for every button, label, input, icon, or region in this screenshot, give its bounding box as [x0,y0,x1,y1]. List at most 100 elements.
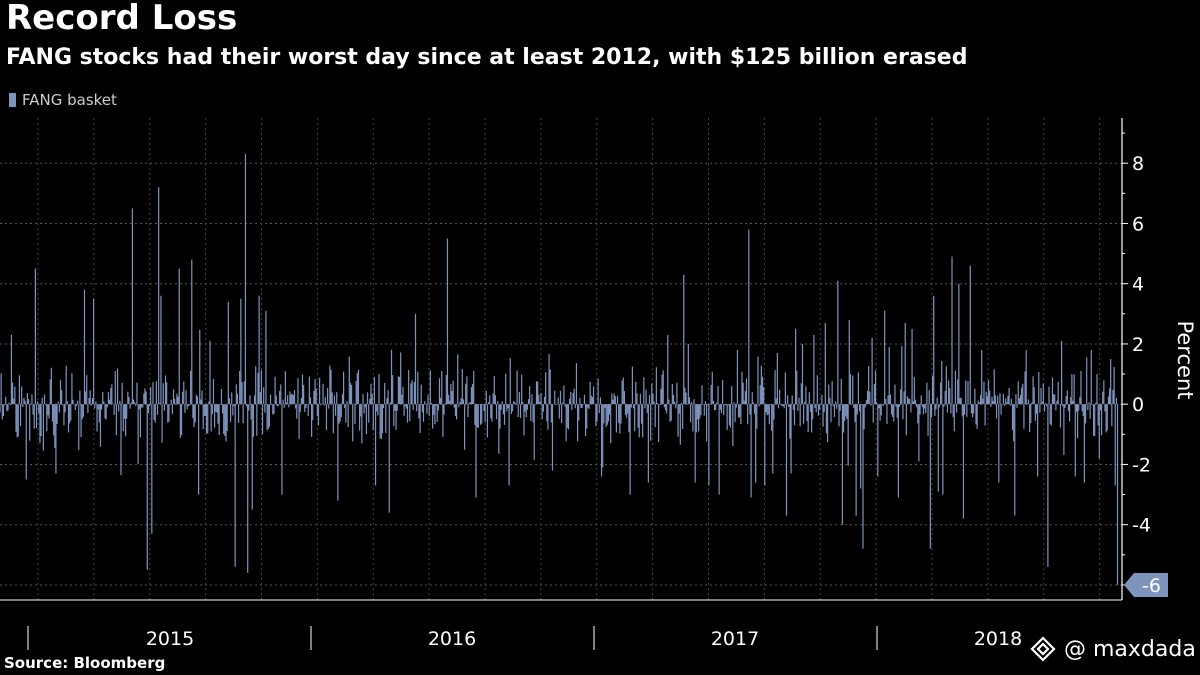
bar [176,393,178,405]
bar [467,404,469,418]
bar [900,389,902,405]
bar [546,404,548,422]
y-axis: -4 -2 0 2 4 6 8 [1121,118,1151,600]
bar [595,404,597,427]
bar [889,394,891,405]
bar [98,404,100,423]
bar [984,404,986,426]
bar [126,404,128,419]
bar [599,397,602,405]
bar [709,403,711,405]
bar [108,399,111,405]
bar [602,404,604,468]
bar [21,386,23,405]
bar [51,404,54,422]
bar [137,404,139,464]
bar [182,391,184,405]
bar [925,404,927,414]
bar [740,404,742,424]
bar [790,404,792,474]
bar [233,404,235,406]
bar [782,404,784,407]
bar [613,393,615,405]
bar [991,396,993,405]
bar [477,404,479,429]
bar [741,371,743,405]
bar [760,365,762,405]
bar [463,404,466,450]
bar [862,404,864,549]
bar [774,370,776,405]
bar [710,384,712,405]
bar [704,401,707,405]
bar [969,265,971,405]
bar [448,394,450,405]
bar [974,388,976,405]
bar [446,238,449,405]
bar [112,403,114,405]
bar [781,404,783,407]
bar [281,404,283,495]
bar [559,390,562,405]
bar [719,404,721,410]
bar [680,403,683,405]
bar [373,376,376,405]
bar [777,404,780,409]
bar [966,404,968,417]
bar [545,372,547,405]
bar [677,404,679,437]
bar [742,382,744,405]
bar [618,404,620,423]
bar [562,402,564,405]
bar [658,404,660,443]
bar [344,404,346,408]
bar [297,378,299,405]
bar [628,404,630,433]
bar [3,404,6,406]
bar [824,322,826,405]
bar [271,404,273,405]
bar [365,404,368,435]
bar [894,384,896,405]
bar [113,404,115,416]
bar [1106,404,1108,431]
bar [834,401,837,405]
bar [168,404,170,422]
bar [417,371,419,405]
bar [1116,404,1119,585]
bar [8,402,10,405]
bar [962,404,965,519]
bar [554,390,556,405]
bar [427,394,429,405]
bar [1021,387,1023,405]
bar [547,404,549,430]
bar [1084,404,1087,424]
bar [200,399,202,405]
bar [801,343,804,405]
bar [317,404,320,426]
bar [671,383,673,405]
bar [832,404,834,407]
bar [1029,404,1031,433]
bar [267,404,269,429]
bar [1060,340,1063,405]
bar [845,404,847,417]
bar [666,404,668,414]
bar [521,374,523,405]
bar [864,404,866,408]
bar [2,404,5,417]
bar [186,404,188,410]
bar [603,404,605,424]
bar [922,404,925,415]
bar [612,399,614,405]
y-axis-label: Percent [1173,320,1197,399]
bar [206,404,208,434]
bar [1065,395,1067,405]
bar [372,404,374,430]
bar [623,391,626,405]
bar [136,382,138,405]
bar [1034,404,1036,421]
bar [276,404,278,407]
bar [227,301,229,405]
